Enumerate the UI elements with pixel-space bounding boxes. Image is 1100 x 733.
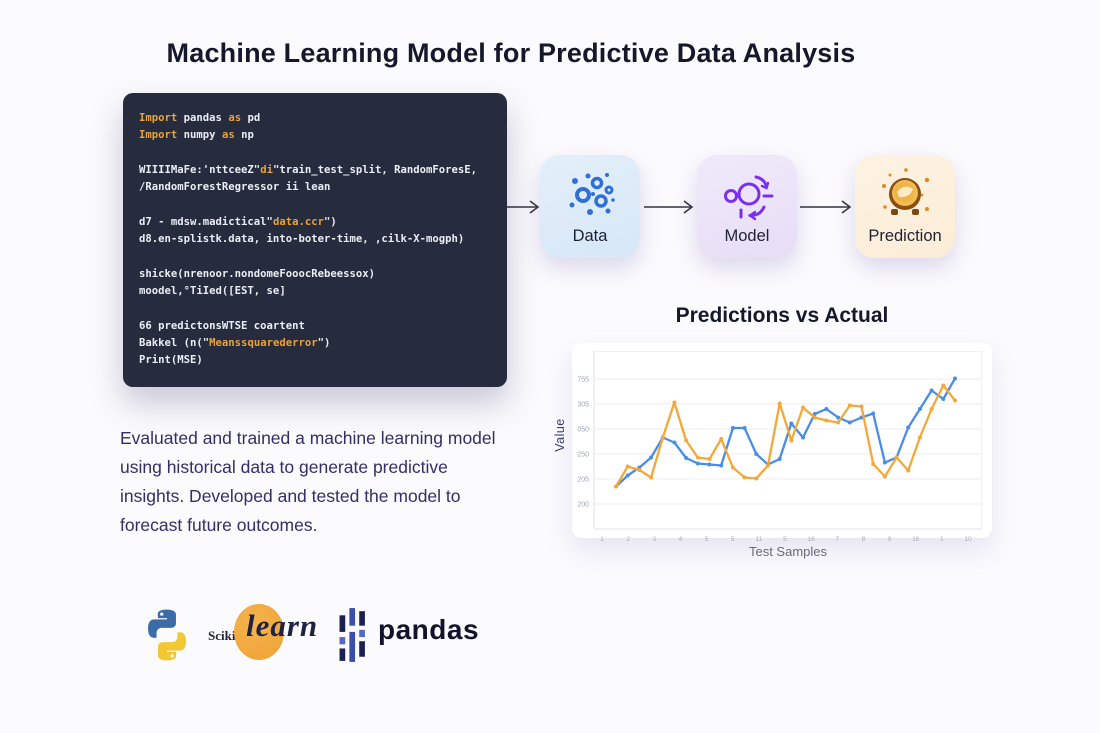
svg-text:16: 16 (808, 536, 816, 543)
y-axis-label: Value (553, 418, 567, 452)
svg-text:755: 755 (577, 377, 589, 384)
scikit-learn-logo-script: learn (246, 608, 319, 643)
arrow-right-icon (506, 200, 540, 214)
scikit-learn-logo-circle (234, 604, 284, 660)
svg-text:1: 1 (600, 536, 604, 543)
code-line (139, 300, 491, 317)
svg-text:10: 10 (964, 536, 972, 543)
code-line (139, 248, 491, 265)
code-line: moodel,°TiIed([EST, se] (139, 284, 286, 297)
svg-text:4: 4 (679, 536, 683, 543)
code-line: /RandomForestRegressor ii lean (139, 181, 331, 194)
predictions-vs-actual-line-chart: 755 305 050 250 205 200 1 2 3 4 5 5 11 5 16 7 8 9 16 1 10 (577, 351, 982, 543)
chart-title: Predictions vs Actual (675, 304, 889, 327)
flow-step-prediction: Prediction (855, 155, 955, 258)
svg-text:250: 250 (577, 452, 589, 459)
data-dots-icon (563, 161, 617, 227)
svg-text:205: 205 (577, 477, 589, 484)
crystal-ball-icon (876, 161, 934, 227)
svg-text:1: 1 (940, 536, 944, 543)
code-line: 66 predictonsWTSE coartent (139, 319, 305, 332)
svg-text:8: 8 (862, 536, 866, 543)
project-description: Evaluated and trained a machine learning… (120, 428, 496, 535)
svg-text:11: 11 (755, 536, 762, 543)
python-code-snippet: Import pandas as pd Import numpy as np WI… (123, 93, 507, 387)
svg-text:16: 16 (912, 536, 920, 543)
svg-text:305: 305 (577, 402, 589, 409)
flow-step-data: Data (540, 155, 640, 258)
svg-text:7: 7 (835, 536, 839, 543)
flow-step-label: Prediction (868, 227, 942, 245)
svg-text:3: 3 (652, 536, 656, 543)
code-line: Import pandas as pd (139, 112, 261, 124)
code-line: WIIIIMaFe:'nttceeZ"di"train_test_split, … (139, 163, 478, 176)
code-line (139, 196, 491, 213)
python-logo-icon (148, 609, 186, 661)
page-title: Machine Learning Model for Predictive Da… (166, 38, 856, 68)
svg-text:9: 9 (888, 536, 892, 543)
code-line (139, 145, 491, 162)
code-line: d8.en-splistk.data, into-boter-time, ,ci… (139, 233, 465, 246)
svg-text:5: 5 (705, 536, 709, 543)
svg-text:050: 050 (577, 427, 589, 434)
svg-text:5: 5 (783, 536, 787, 543)
x-axis-label: Test Samples (748, 544, 828, 559)
code-line: shicke(nrenoor.nondomeFooocRebeessox) (139, 267, 375, 280)
code-line: d7 - mdsw.madictical"data.ccr") (139, 215, 337, 228)
code-line: Print(MSE) (139, 354, 203, 367)
flow-step-label: Data (572, 227, 608, 245)
arrow-right-icon (800, 200, 852, 214)
arrow-right-icon (644, 200, 694, 214)
flow-step-label: Model (724, 227, 770, 245)
code-line: Bakkel (n("Meanssquarederror") (139, 336, 331, 349)
flow-step-model: Model (697, 155, 797, 258)
svg-text:2: 2 (626, 536, 630, 543)
code-line: Import numpy as np (139, 129, 254, 142)
model-network-icon (719, 161, 775, 227)
pandas-logo-icon (339, 608, 365, 662)
svg-text:200: 200 (577, 502, 589, 509)
pandas-logo-wordmark: pandas (378, 614, 480, 645)
svg-text:5: 5 (731, 536, 735, 543)
